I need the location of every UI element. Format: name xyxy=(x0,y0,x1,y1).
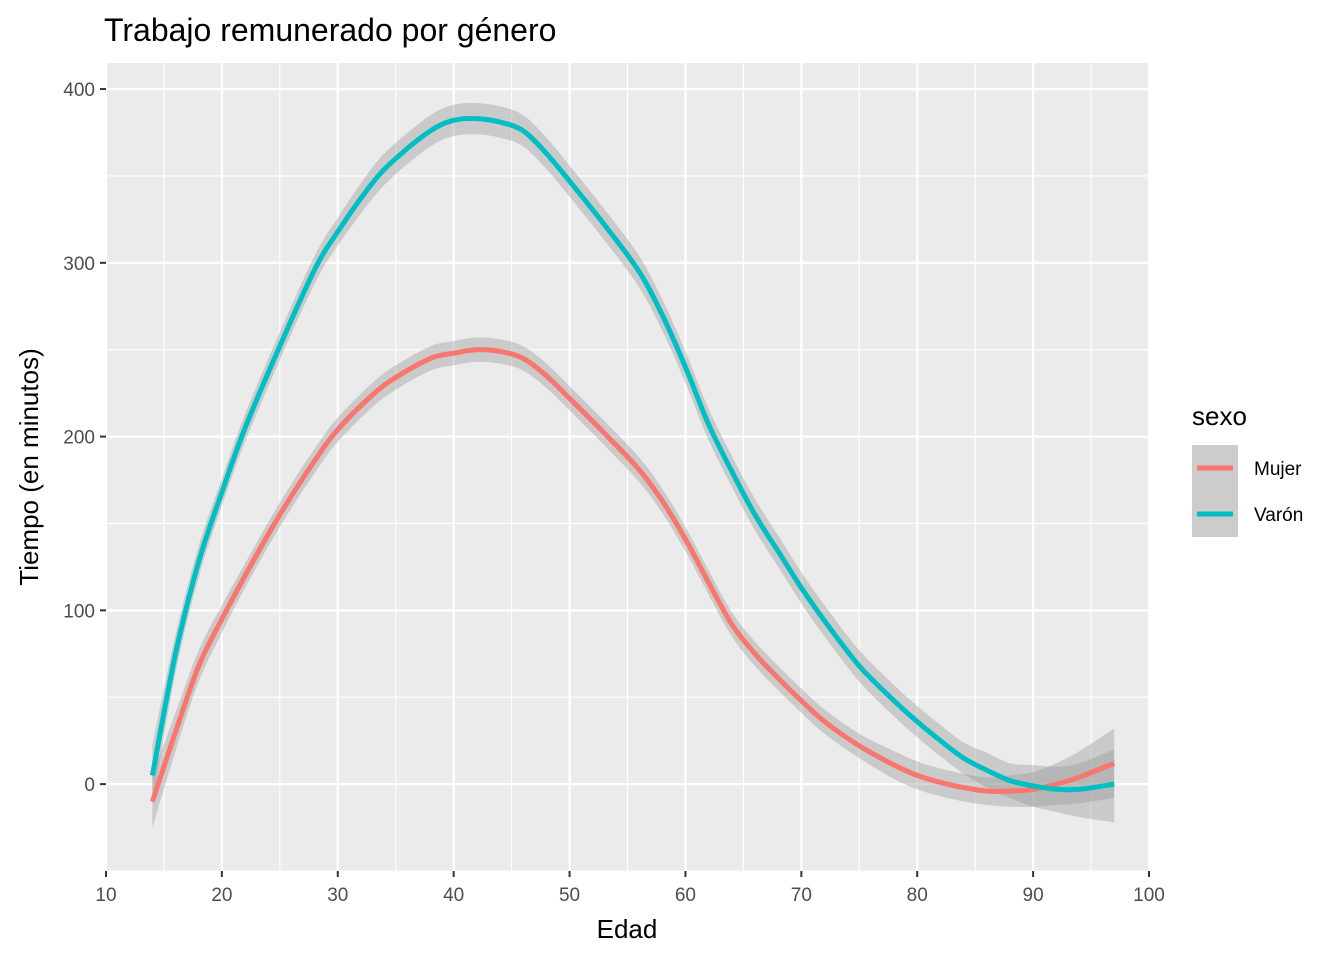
grid-minor xyxy=(106,63,1149,872)
x-axis: 10 20 30 40 50 60 70 80 90 100 xyxy=(95,871,1165,906)
x-tick-label: 10 xyxy=(95,885,116,906)
line-mujer xyxy=(150,347,1116,803)
x-tick-label: 60 xyxy=(675,885,696,906)
x-tick-label: 40 xyxy=(443,885,464,906)
line-varon xyxy=(149,115,1115,793)
y-axis-title: Tiempo (en minutos) xyxy=(14,348,44,585)
y-tick-label: 300 xyxy=(63,254,95,275)
legend-label: Varón xyxy=(1254,505,1303,526)
grid-major xyxy=(104,63,1151,871)
x-tick-label: 50 xyxy=(559,885,580,906)
chart-title: Trabajo remunerado por género xyxy=(104,12,556,48)
x-tick-label: 90 xyxy=(1023,885,1044,906)
legend-label: Mujer xyxy=(1254,459,1302,480)
legend-title: sexo xyxy=(1192,401,1247,431)
x-axis-title: Edad xyxy=(597,914,658,944)
y-tick-label: 200 xyxy=(63,428,95,449)
y-tick-label: 0 xyxy=(84,775,95,796)
ribbon-mujer xyxy=(152,337,1115,828)
x-tick-label: 100 xyxy=(1133,885,1165,906)
series-lines xyxy=(149,115,1116,803)
x-tick-label: 80 xyxy=(907,885,928,906)
x-tick-label: 70 xyxy=(791,885,812,906)
y-axis: 0 100 200 300 400 xyxy=(63,80,106,796)
confidence-ribbons xyxy=(152,102,1115,828)
y-tick-label: 400 xyxy=(63,80,95,101)
x-tick-label: 20 xyxy=(211,885,232,906)
x-tick-label: 30 xyxy=(327,885,348,906)
legend: sexo Mujer Varón xyxy=(1192,401,1303,537)
y-tick-label: 100 xyxy=(63,601,95,622)
